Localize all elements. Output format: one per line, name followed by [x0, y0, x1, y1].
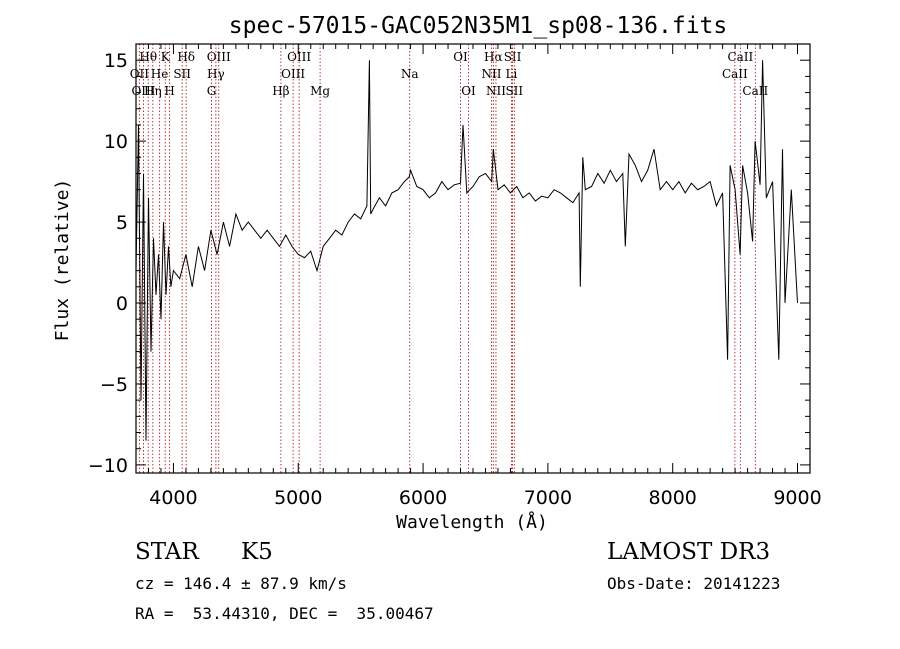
object-subclass: K5 [241, 539, 273, 565]
survey-name: LAMOST DR3 [607, 539, 771, 565]
obs-date: Obs-Date: 20141223 [607, 574, 781, 593]
coordinates: RA = 53.44310, DEC = 35.00467 [135, 604, 434, 623]
y-tick-label: 10 [104, 131, 128, 153]
line-marker-label: SII [504, 50, 522, 64]
line-marker-label: Hδ [177, 50, 195, 64]
line-marker-label: NII [486, 84, 506, 98]
plot-frame [135, 43, 811, 474]
line-marker-label: SII [173, 67, 191, 81]
line-marker-label: CaII [742, 84, 768, 98]
line-marker-label: OIII [207, 50, 231, 64]
line-marker-label: Hα [484, 50, 503, 64]
x-tick-label: 6000 [399, 487, 447, 509]
line-marker-label: Hβ [272, 84, 289, 98]
line-marker-label: OII [130, 67, 150, 81]
redshift-velocity: cz = 146.4 ± 87.9 km/s [135, 574, 347, 593]
line-marker-label: H [164, 84, 174, 98]
series-group [135, 60, 798, 441]
flux-series-line [135, 60, 798, 441]
line-marker-label: Li [506, 67, 518, 81]
y-tick-label: −5 [100, 374, 128, 396]
line-marker-label: K [161, 50, 171, 64]
line-marker-label: OIII [281, 67, 305, 81]
line-marker-label: OIII [287, 50, 311, 64]
line-marker-label: OIII [131, 84, 155, 98]
line-marker-label: Hγ [207, 67, 225, 81]
x-tick-label: 7000 [524, 487, 572, 509]
x-axis: 4000 5000 6000 7000 8000 9000 [135, 44, 822, 509]
x-tick-label: 9000 [773, 487, 821, 509]
x-tick-label: 5000 [274, 487, 322, 509]
line-marker-label: G [207, 84, 217, 98]
x-tick-label: 8000 [649, 487, 697, 509]
line-marker-label: OI [461, 84, 476, 98]
y-tick-label: 15 [104, 50, 128, 72]
x-axis-label: Wavelength (Å) [396, 511, 548, 533]
y-tick-label: 0 [116, 293, 128, 315]
x-tick-label: 4000 [149, 487, 197, 509]
y-axis-label: Flux (relative) [52, 179, 73, 342]
y-tick-label: 5 [116, 212, 128, 234]
y-tick-label: −10 [88, 455, 128, 477]
line-marker-label: Mg [310, 84, 330, 98]
y-axis: −10 −5 0 5 10 15 [88, 50, 810, 477]
line-marker-label: CaII [727, 50, 753, 64]
line-marker-label: Na [401, 67, 419, 81]
line-marker-label: Hθ [139, 50, 157, 64]
chart-title: spec-57015-GAC052N35M1_sp08-136.fits [229, 13, 728, 39]
line-marker-label: He [151, 67, 169, 81]
line-marker-label: NII [481, 67, 501, 81]
line-marker-label: Hη [144, 84, 162, 98]
object-class: STAR [135, 539, 199, 565]
line-marker-label: OI [453, 50, 468, 64]
line-marker-label: CaII [722, 67, 748, 81]
line-marker-label: SII [505, 84, 523, 98]
